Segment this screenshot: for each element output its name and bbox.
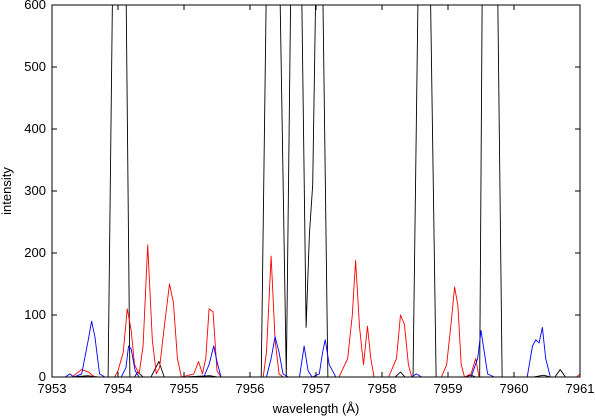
y-tick-label: 500 xyxy=(24,59,46,74)
axis-ticks: 7953 7954 7955 7956 7957 7958 7959 7960 7961 0 100… xyxy=(24,0,594,396)
y-tick-label: 600 xyxy=(24,0,46,12)
series-layer xyxy=(52,5,580,377)
x-tick-label: 7957 xyxy=(302,381,331,396)
x-tick-label: 7960 xyxy=(500,381,529,396)
x-tick-label: 7955 xyxy=(170,381,199,396)
x-tick-label: 7954 xyxy=(104,381,133,396)
x-tick-label: 7961 xyxy=(566,381,595,396)
x-axis-label: wavelength (Å) xyxy=(272,401,360,416)
series-line-0 xyxy=(52,5,580,377)
x-tick-label: 7958 xyxy=(368,381,397,396)
y-tick-label: 200 xyxy=(24,245,46,260)
y-tick-label: 300 xyxy=(24,183,46,198)
x-tick-label: 7956 xyxy=(236,381,265,396)
y-tick-label: 400 xyxy=(24,121,46,136)
x-tick-label: 7953 xyxy=(38,381,67,396)
series-line-2 xyxy=(52,320,580,377)
y-tick-label: 100 xyxy=(24,307,46,322)
y-tick-label: 0 xyxy=(39,369,46,384)
y-axis-label: intensity xyxy=(0,167,14,215)
series-line-1 xyxy=(52,244,580,377)
x-tick-label: 7959 xyxy=(434,381,463,396)
plot-frame xyxy=(51,4,581,378)
